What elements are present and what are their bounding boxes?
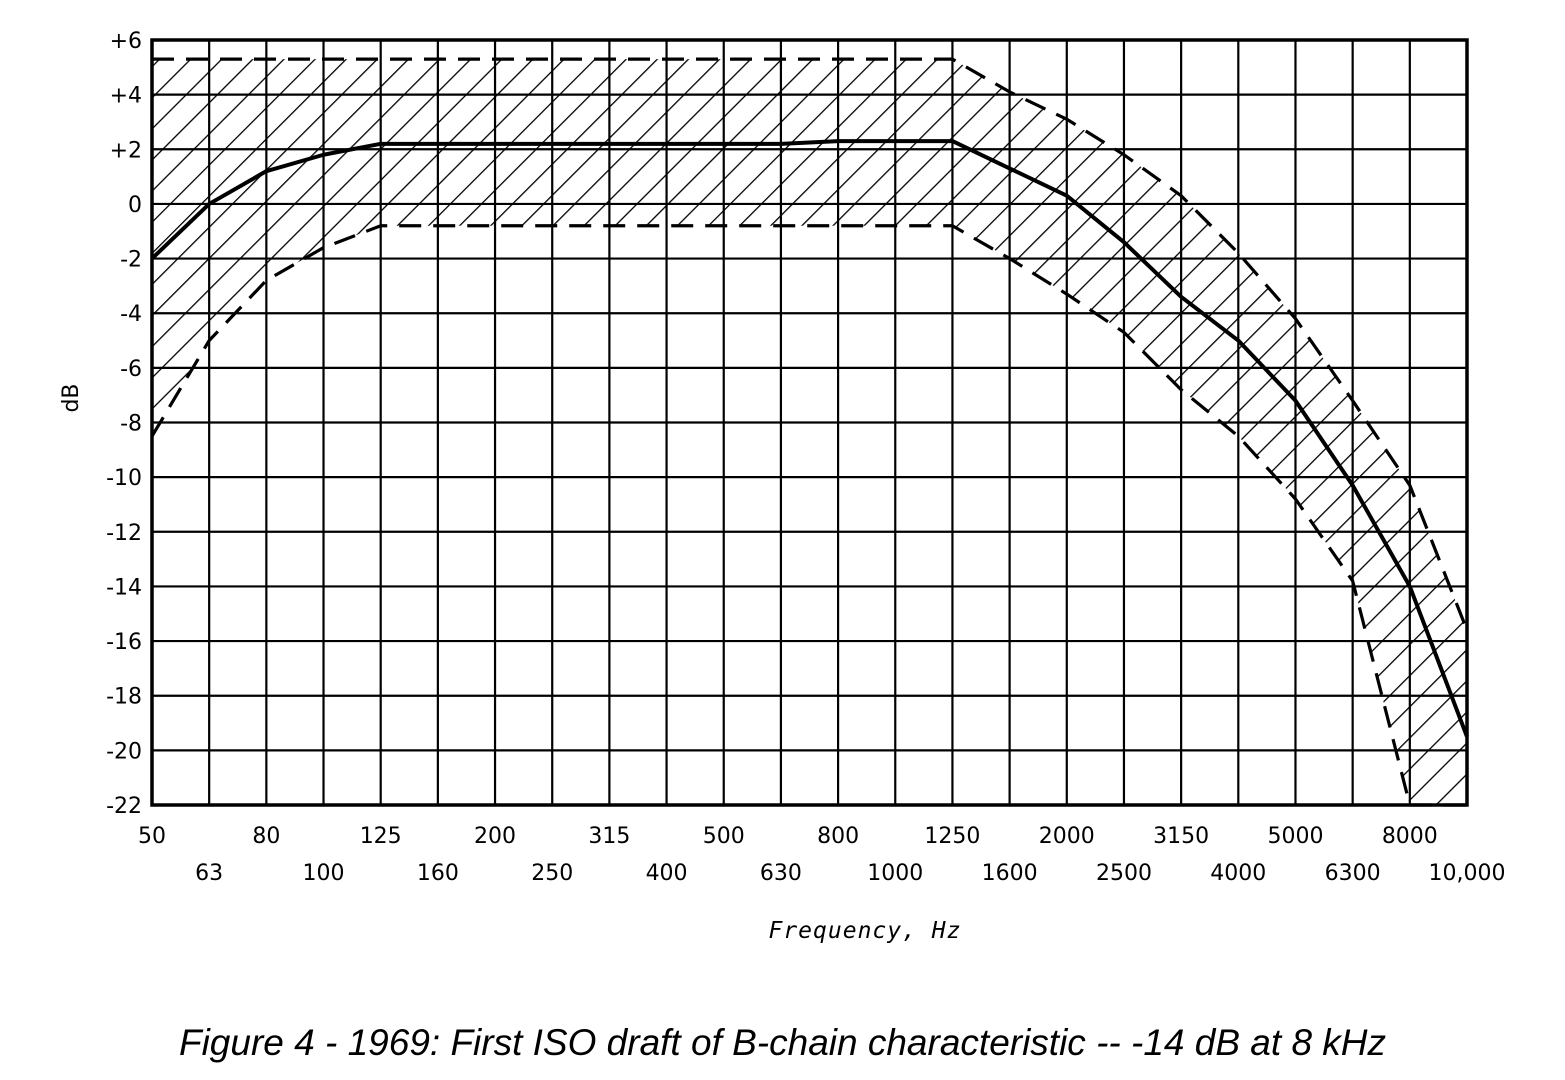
y-tick-label: -10 xyxy=(106,466,142,491)
x-tick-label: 315 xyxy=(588,824,630,849)
series-line-lower-tolerance xyxy=(150,224,1467,807)
axes: +6 +4 +2 0 -2 -4 -6 -8 -10 -12 -14 -16 -18 -20 -22 50 63… xyxy=(106,29,1505,886)
y-tick-label: -18 xyxy=(106,685,142,710)
x-tick-label: 630 xyxy=(760,861,802,886)
x-axis-label: Frequency, Hz xyxy=(768,918,961,944)
y-tick-label: -4 xyxy=(120,302,142,327)
y-axis-label: dB xyxy=(59,383,84,412)
x-tick-label: 100 xyxy=(303,861,345,886)
x-tick-label: 10,000 xyxy=(1429,861,1506,886)
x-tick-label: 500 xyxy=(703,824,745,849)
y-tick-label: -16 xyxy=(106,630,142,655)
x-tick-label: 5000 xyxy=(1267,824,1323,849)
x-tick-label: 2500 xyxy=(1096,861,1152,886)
x-tick-label: 6300 xyxy=(1325,861,1381,886)
x-tick-label: 800 xyxy=(817,824,859,849)
plot-frame xyxy=(150,38,1469,807)
x-tick-label: 3150 xyxy=(1153,824,1209,849)
x-tick-label: 50 xyxy=(138,824,166,849)
y-tick-label: 0 xyxy=(128,193,142,218)
x-tick-label: 160 xyxy=(417,861,459,886)
series-line-b-chain-characteristic xyxy=(150,139,1469,738)
y-tick-label: -14 xyxy=(106,575,142,600)
x-tick-label: 250 xyxy=(531,861,573,886)
y-tick-label: +4 xyxy=(110,84,142,109)
x-tick-label: 200 xyxy=(474,824,516,849)
chart: +6 +4 +2 0 -2 -4 -6 -8 -10 -12 -14 -16 -18 -20 -22 50 63… xyxy=(59,29,1505,944)
tolerance-band-hatch xyxy=(152,59,1467,805)
x-tick-label: 63 xyxy=(195,861,223,886)
x-tick-label: 1250 xyxy=(924,824,980,849)
x-tick-label: 80 xyxy=(252,824,280,849)
x-tick-label: 8000 xyxy=(1382,824,1438,849)
y-tick-label: -20 xyxy=(106,739,142,764)
x-tick-label: 1000 xyxy=(867,861,923,886)
x-tick-label: 400 xyxy=(646,861,688,886)
y-tick-label: -8 xyxy=(120,412,142,437)
x-tick-label: 125 xyxy=(360,824,402,849)
y-tick-label: -2 xyxy=(120,248,142,273)
y-tick-label: -6 xyxy=(120,357,142,382)
x-tick-label: 4000 xyxy=(1210,861,1266,886)
y-tick-label: +6 xyxy=(110,29,142,54)
x-tick-label: 1600 xyxy=(982,861,1038,886)
tolerance-band xyxy=(152,59,1467,805)
y-tick-label: +2 xyxy=(110,138,142,163)
y-tick-label: -22 xyxy=(106,794,142,819)
series-lines xyxy=(150,57,1469,807)
series-line-upper-tolerance xyxy=(152,57,1469,631)
figure-caption: Figure 4 - 1969: First ISO draft of B-ch… xyxy=(178,1022,1387,1063)
y-tick-label: -12 xyxy=(106,521,142,546)
x-tick-label: 2000 xyxy=(1039,824,1095,849)
